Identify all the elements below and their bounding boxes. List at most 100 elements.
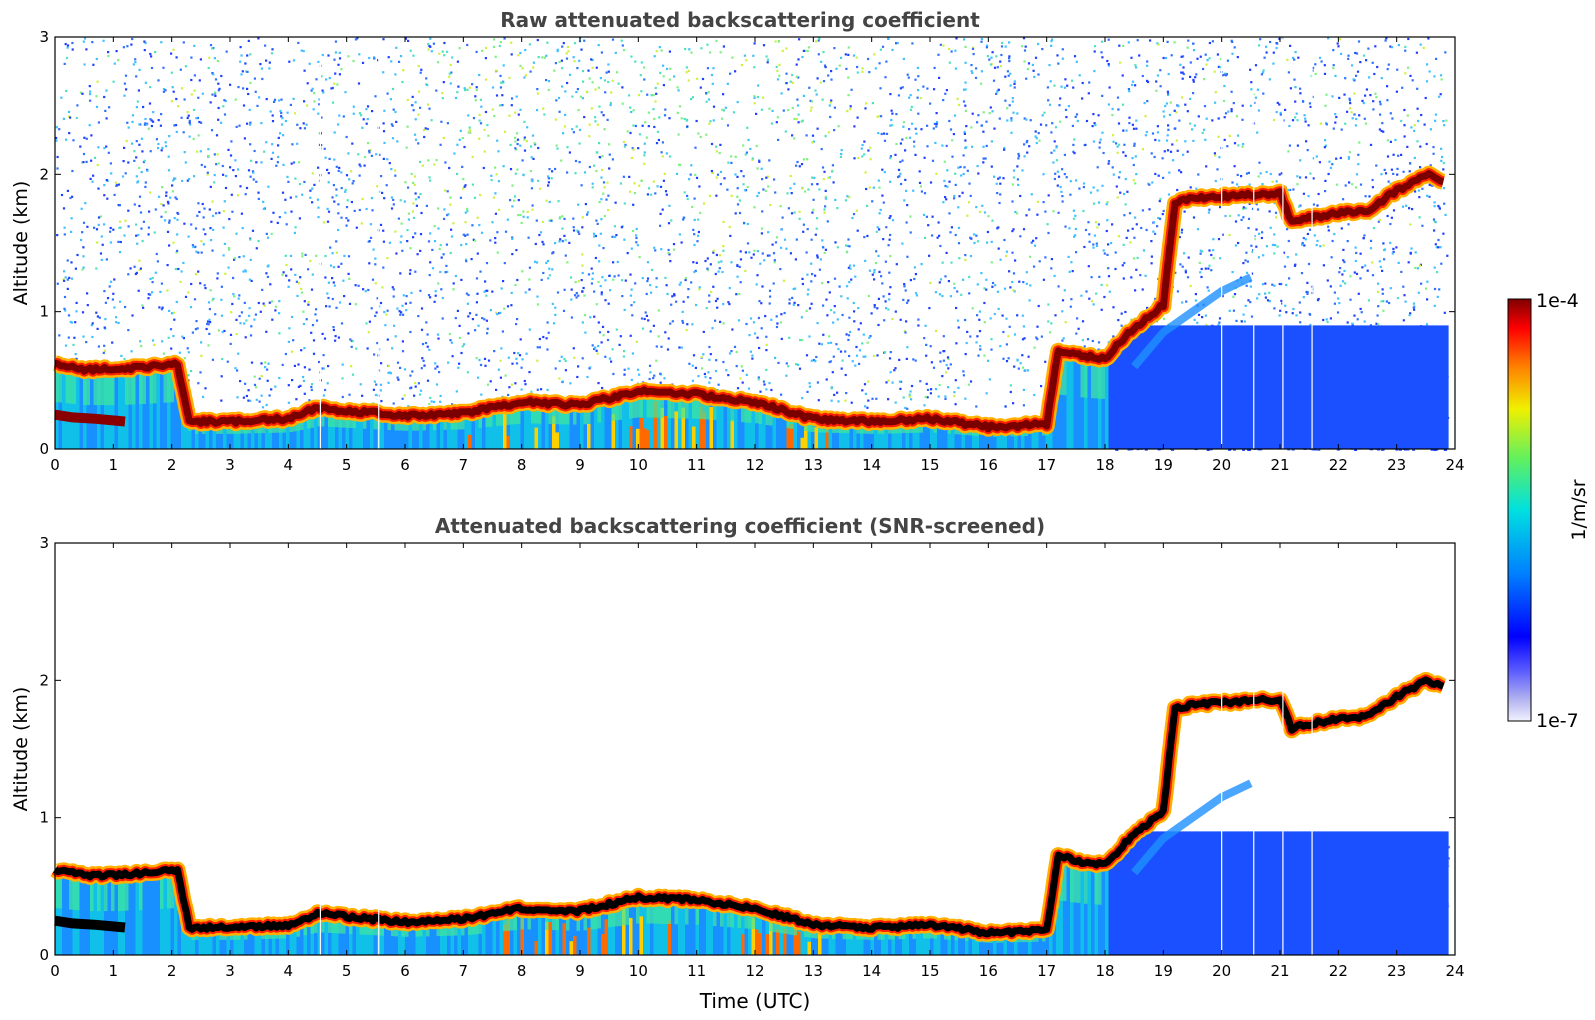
noise-pixel — [883, 132, 886, 135]
noise-pixel — [1351, 183, 1354, 186]
noise-pixel — [853, 310, 856, 313]
noise-pixel — [63, 307, 66, 310]
noise-pixel — [1025, 77, 1028, 80]
noise-pixel — [715, 359, 718, 362]
noise-pixel — [66, 259, 69, 262]
noise-pixel — [540, 388, 543, 391]
noise-pixel — [804, 49, 807, 52]
noise-pixel — [1347, 156, 1350, 159]
noise-pixel — [1228, 134, 1231, 137]
noise-pixel — [595, 303, 598, 306]
noise-pixel — [212, 73, 215, 76]
noise-pixel — [1244, 304, 1247, 307]
noise-pixel — [204, 233, 207, 236]
noise-pixel — [484, 280, 487, 283]
noise-pixel — [1014, 210, 1017, 214]
noise-pixel — [260, 67, 263, 70]
noise-pixel — [541, 56, 544, 59]
noise-pixel — [337, 203, 340, 206]
noise-pixel — [1296, 144, 1299, 147]
noise-pixel — [727, 374, 730, 377]
noise-pixel — [979, 345, 982, 348]
noise-pixel — [936, 121, 939, 124]
noise-pixel — [867, 149, 870, 152]
noise-pixel — [910, 384, 914, 388]
noise-pixel — [969, 194, 972, 197]
noise-pixel — [1292, 188, 1295, 191]
noise-pixel — [731, 56, 734, 59]
noise-pixel — [756, 250, 759, 253]
noise-pixel — [856, 229, 859, 232]
noise-pixel — [1163, 150, 1166, 153]
noise-pixel — [686, 194, 689, 197]
noise-pixel — [136, 242, 139, 245]
noise-pixel — [1027, 355, 1030, 358]
noise-pixel — [341, 363, 344, 366]
noise-pixel — [446, 50, 449, 53]
noise-pixel — [259, 63, 262, 66]
noise-pixel — [443, 54, 446, 57]
noise-pixel — [292, 59, 296, 62]
noise-pixel — [1241, 145, 1244, 148]
noise-pixel — [382, 122, 385, 125]
noise-pixel — [458, 138, 461, 141]
noise-pixel — [324, 388, 327, 392]
noise-pixel — [952, 133, 955, 136]
noise-pixel — [95, 311, 98, 314]
noise-pixel — [1179, 263, 1182, 266]
noise-pixel — [186, 111, 189, 114]
noise-pixel — [253, 77, 256, 80]
noise-pixel — [157, 142, 160, 146]
noise-pixel — [1042, 201, 1045, 204]
noise-pixel — [975, 67, 978, 70]
noise-pixel — [1435, 246, 1438, 249]
noise-pixel — [66, 287, 69, 290]
noise-pixel — [231, 210, 234, 213]
noise-pixel — [1294, 51, 1297, 54]
noise-pixel — [693, 218, 696, 221]
noise-pixel — [1124, 154, 1127, 157]
noise-pixel — [1029, 119, 1032, 122]
noise-pixel — [400, 235, 403, 238]
noise-pixel — [1404, 45, 1407, 48]
noise-pixel — [321, 332, 324, 335]
noise-pixel — [620, 226, 623, 229]
noise-pixel — [1364, 94, 1367, 97]
noise-pixel — [700, 355, 703, 359]
noise-pixel — [562, 309, 566, 312]
noise-pixel — [908, 96, 911, 99]
noise-pixel — [1245, 251, 1248, 254]
noise-pixel — [691, 323, 694, 326]
noise-pixel — [370, 197, 373, 200]
noise-pixel — [401, 340, 404, 343]
noise-pixel — [1182, 66, 1185, 69]
noise-pixel — [1050, 267, 1053, 270]
noise-pixel — [955, 342, 958, 345]
noise-pixel — [878, 115, 881, 118]
noise-pixel — [245, 70, 248, 73]
noise-pixel — [382, 130, 386, 133]
noise-pixel — [888, 292, 891, 296]
noise-pixel — [888, 357, 892, 360]
noise-pixel — [653, 374, 656, 377]
noise-pixel — [127, 329, 130, 332]
noise-pixel — [897, 175, 900, 179]
noise-pixel — [558, 110, 561, 113]
noise-pixel — [789, 187, 792, 190]
noise-pixel — [721, 270, 724, 274]
noise-pixel — [1396, 167, 1399, 170]
noise-pixel — [783, 238, 787, 241]
noise-pixel — [1306, 281, 1309, 284]
noise-pixel — [234, 257, 237, 260]
noise-pixel — [1342, 248, 1345, 251]
noise-pixel — [365, 207, 368, 211]
noise-pixel — [81, 92, 84, 95]
noise-pixel — [369, 223, 372, 226]
noise-pixel — [291, 143, 294, 146]
noise-pixel — [971, 307, 974, 310]
noise-pixel — [1189, 186, 1192, 189]
noise-pixel — [1340, 227, 1343, 230]
noise-pixel — [1344, 77, 1347, 80]
noise-pixel — [920, 128, 923, 131]
noise-pixel — [957, 326, 960, 329]
